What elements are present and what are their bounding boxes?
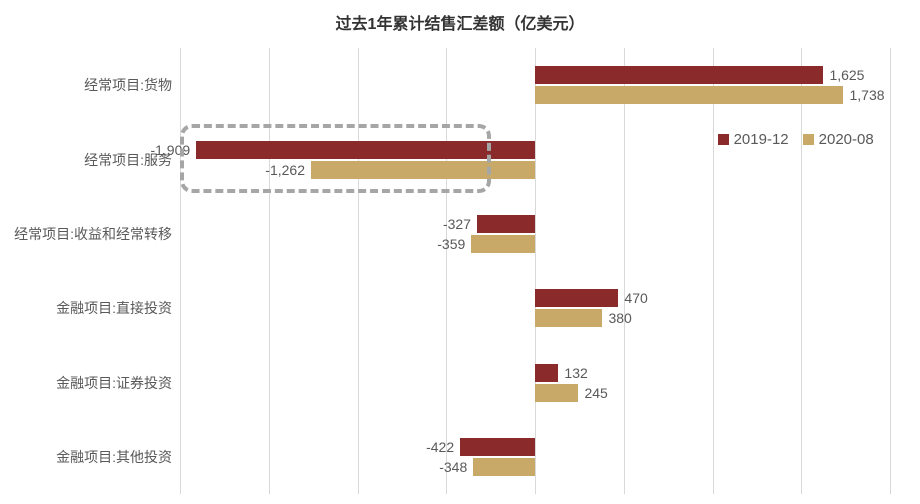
legend-swatch <box>718 134 729 145</box>
data-label: -348 <box>439 459 467 475</box>
bar <box>535 309 602 327</box>
data-label: -327 <box>443 216 471 232</box>
data-label: -1,909 <box>150 142 190 158</box>
data-label: 470 <box>624 290 647 306</box>
data-label: -359 <box>437 236 465 252</box>
legend-swatch <box>803 134 814 145</box>
chart-container: 过去1年累计结售汇差额（亿美元） 经常项目:货物1,6251,738经常项目:服… <box>0 0 920 504</box>
gridline <box>624 48 625 494</box>
bar <box>535 66 823 84</box>
bar <box>477 215 535 233</box>
gridline <box>358 48 359 494</box>
category-label: 金融项目:证券投资 <box>56 373 172 393</box>
bar <box>196 141 535 159</box>
gridline <box>446 48 447 494</box>
bar <box>535 384 578 402</box>
legend-item: 2019-12 <box>718 131 789 148</box>
category-label: 经常项目:收益和经常转移 <box>14 224 172 244</box>
data-label: -1,262 <box>265 162 305 178</box>
category-label: 经常项目:货物 <box>84 75 172 95</box>
data-label: 1,625 <box>829 67 864 83</box>
data-label: -422 <box>426 439 454 455</box>
bar <box>473 458 535 476</box>
plot-area: 经常项目:货物1,6251,738经常项目:服务-1,909-1,262经常项目… <box>180 48 890 494</box>
legend: 2019-12 2020-08 <box>718 131 888 150</box>
bar <box>471 235 535 253</box>
bar <box>535 86 843 104</box>
gridline <box>890 48 891 494</box>
gridline <box>180 48 181 494</box>
gridline <box>801 48 802 494</box>
data-label: 245 <box>584 385 607 401</box>
legend-label: 2020-08 <box>819 131 874 148</box>
category-label: 金融项目:直接投资 <box>56 298 172 318</box>
bar <box>311 161 535 179</box>
bar <box>460 438 535 456</box>
gridline <box>535 48 536 494</box>
data-label: 1,738 <box>849 87 884 103</box>
legend-item: 2020-08 <box>803 131 874 148</box>
chart-title: 过去1年累计结售汇差额（亿美元） <box>0 0 920 42</box>
bar <box>535 364 558 382</box>
bar <box>535 289 618 307</box>
data-label: 132 <box>564 365 587 381</box>
category-label: 金融项目:其他投资 <box>56 447 172 467</box>
gridline <box>713 48 714 494</box>
gridline <box>269 48 270 494</box>
data-label: 380 <box>608 310 631 326</box>
legend-label: 2019-12 <box>734 131 789 148</box>
